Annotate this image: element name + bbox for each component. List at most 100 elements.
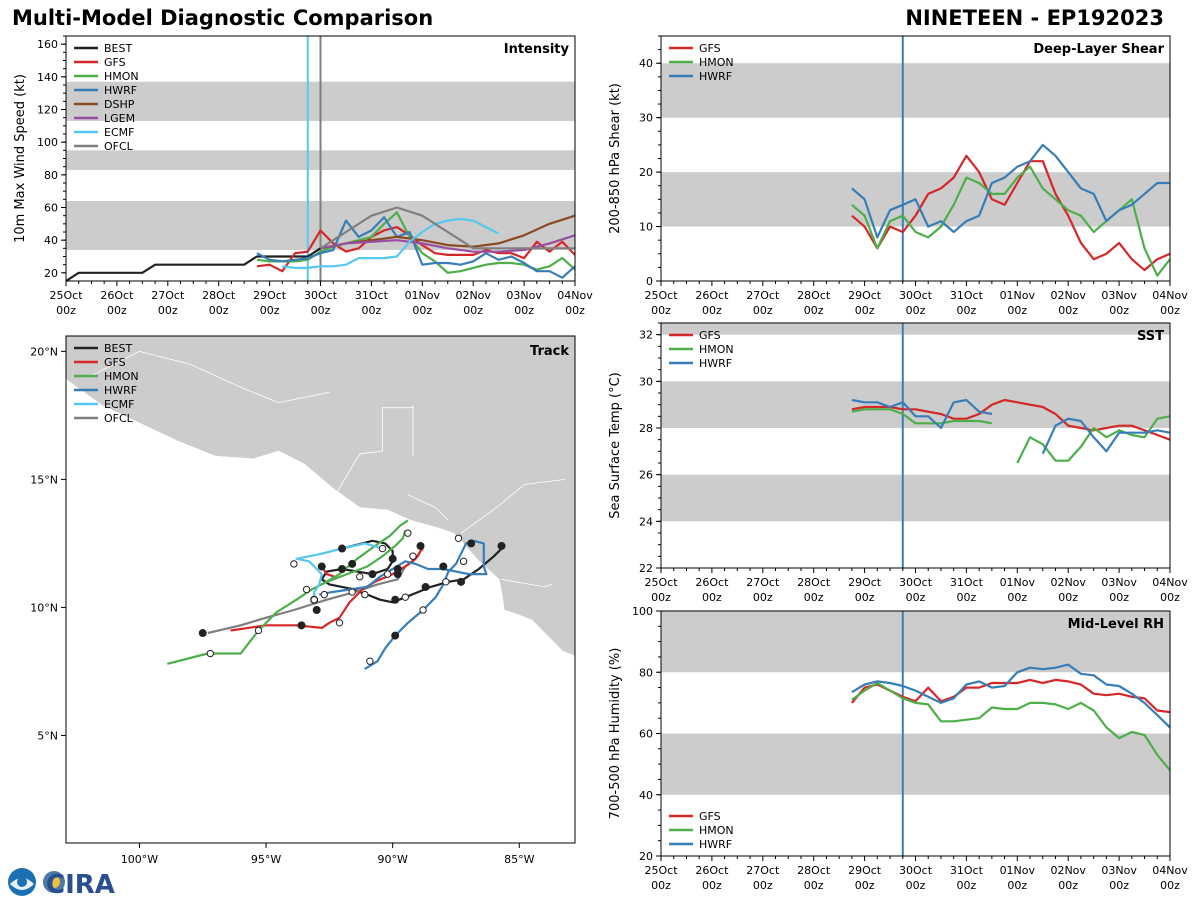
x-tick-date: 28Oct: [797, 576, 831, 589]
legend-label-hwrf: HWRF: [699, 838, 732, 851]
intensity-plot-area: [66, 36, 575, 281]
y-tick-label: 15°N: [30, 473, 58, 486]
track-point-filled: [338, 544, 347, 553]
threshold-band: [661, 63, 1170, 118]
x-tick-date: 26Oct: [695, 289, 729, 302]
series-hwrf: [1041, 417, 1170, 455]
x-tick-hour: 00z: [1058, 879, 1078, 892]
x-tick-date: 29Oct: [848, 289, 882, 302]
x-tick-hour: 00z: [702, 304, 722, 317]
x-tick-hour: 00z: [651, 879, 671, 892]
shear-panel: 0 10 20 30 40 25Oct 00z 26Oct 00z 27Oct 00z 28Oct 00…: [608, 35, 1188, 317]
x-tick-date: 27Oct: [746, 864, 780, 877]
x-tick-hour: 00z: [56, 304, 76, 317]
plot-frame: [65, 335, 576, 844]
y-axis-label: 700-500 hPa Humidity (%): [608, 648, 623, 820]
track-point-filled: [457, 577, 466, 586]
legend-label-gfs: GFS: [699, 329, 721, 342]
panel-title: Intensity: [504, 42, 570, 57]
cira-logo: CIRA: [8, 868, 115, 898]
border-line: [407, 494, 449, 521]
track-point-filled: [416, 541, 425, 550]
x-tick-hour: 00z: [957, 591, 977, 604]
x-tick-hour: 00z: [702, 591, 722, 604]
x-tick-date: 01Nov: [1000, 289, 1036, 302]
x-tick-hour: 00z: [514, 304, 534, 317]
series-best: [66, 247, 322, 281]
track-point-open: [302, 585, 311, 594]
panel-title: Track: [530, 344, 569, 359]
legend-label-gfs: GFS: [104, 356, 126, 369]
series-hmon: [1016, 415, 1170, 464]
series-ecmf: [282, 217, 500, 269]
x-tick-hour: 00z: [1007, 304, 1027, 317]
series-hwrf: [256, 216, 575, 279]
legend-label-hwrf: HWRF: [104, 84, 137, 97]
x-tick-date: 03Nov: [1101, 576, 1137, 589]
cira-wordmark: CIRA: [46, 870, 115, 898]
legend-label-ecmf: ECMF: [104, 398, 134, 411]
x-tick-date: 29Oct: [848, 864, 882, 877]
x-tick-hour: 00z: [906, 304, 926, 317]
y-tick-label: 120: [37, 104, 58, 117]
x-tick-hour: 00z: [855, 879, 875, 892]
x-tick-hour: 00z: [1160, 304, 1180, 317]
x-tick-hour: 00z: [804, 591, 824, 604]
x-tick-date: 26Oct: [100, 289, 134, 302]
x-tick-date: 31Oct: [355, 289, 389, 302]
track-point-filled: [391, 595, 400, 604]
track-point-open: [401, 593, 410, 601]
x-tick-date: 01Nov: [405, 289, 441, 302]
track-panel: 100°W 95°W 90°W 85°W 5°N 10°N 15°N 20°N Track BES…: [30, 335, 576, 866]
x-tick-hour: 00z: [362, 304, 382, 317]
threshold-band: [661, 381, 1170, 428]
y-tick-label: 40: [639, 789, 653, 802]
y-tick-label: 60: [639, 728, 653, 741]
y-tick-label: 60: [44, 202, 58, 215]
track-point-filled: [368, 570, 377, 579]
legend-label-hwrf: HWRF: [104, 384, 137, 397]
x-tick-date: 03Nov: [1101, 864, 1137, 877]
y-tick-label: 0: [646, 275, 653, 288]
track-point-open: [290, 560, 298, 568]
track-point-open: [335, 619, 344, 627]
legend-label-gfs: GFS: [699, 810, 721, 823]
x-tick-hour: 00z: [1058, 591, 1078, 604]
x-tick-date: 27Oct: [746, 576, 780, 589]
x-tick-hour: 00z: [1007, 591, 1027, 604]
x-tick-hour: 00z: [311, 304, 331, 317]
x-tick-date: 30Oct: [304, 289, 338, 302]
y-tick-label: 100: [37, 136, 58, 149]
x-tick-label: 100°W: [121, 853, 158, 866]
track-point-open: [459, 557, 468, 566]
shear-plot-area: [661, 36, 1170, 281]
track-point-open: [206, 649, 215, 658]
y-tick-label: 20°N: [30, 345, 58, 358]
track-point-open: [366, 657, 374, 665]
track-point-filled: [317, 562, 326, 571]
track-point-filled: [348, 559, 357, 568]
track-point-open: [356, 572, 364, 581]
x-tick-hour: 00z: [158, 304, 178, 317]
sst-plot-area: [661, 323, 1170, 568]
y-tick-label: 30: [639, 375, 653, 388]
panel-title: SST: [1137, 329, 1164, 344]
y-tick-label: 30: [639, 112, 653, 125]
y-tick-label: 20: [44, 267, 58, 280]
legend-label-hmon: HMON: [104, 370, 139, 383]
x-tick-hour: 00z: [753, 879, 773, 892]
legend-label-ofcl: OFCL: [104, 412, 134, 425]
x-tick-date: 29Oct: [253, 289, 287, 302]
track-point-open: [419, 606, 427, 614]
x-tick-date: 25Oct: [644, 289, 678, 302]
y-tick-label: 28: [639, 422, 653, 435]
x-tick-hour: 00z: [906, 879, 926, 892]
track-point-open: [348, 588, 356, 596]
track-point-open: [383, 570, 392, 578]
rh-plot-area: [661, 611, 1170, 856]
panel-title: Deep-Layer Shear: [1033, 42, 1164, 57]
series-hwrf: [851, 143, 1170, 239]
track-point-open: [378, 544, 387, 553]
x-tick-hour: 00z: [463, 304, 483, 317]
track-point-open: [409, 552, 417, 560]
